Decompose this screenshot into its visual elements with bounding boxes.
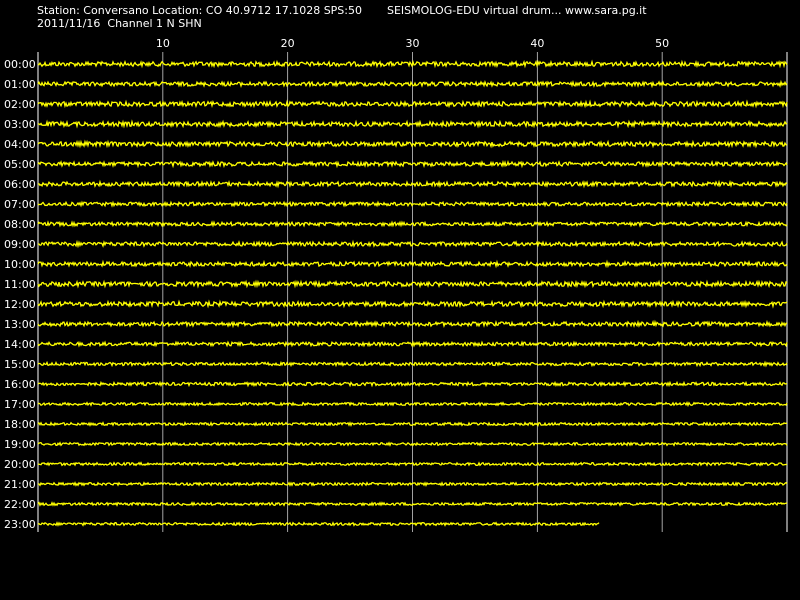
row-time-label: 18:00 — [4, 418, 36, 431]
trace-line — [37, 59, 788, 69]
trace-line — [37, 99, 788, 109]
row-time-label: 05:00 — [4, 158, 36, 171]
app-title: SEISMOLOG-EDU virtual drum... www.sara.p… — [387, 4, 647, 17]
row-time-label: 17:00 — [4, 398, 36, 411]
x-tick-label: 30 — [406, 37, 420, 50]
row-time-label: 14:00 — [4, 338, 36, 351]
trace-line — [37, 259, 788, 269]
trace-line — [38, 239, 788, 249]
row-time-label: 00:00 — [4, 58, 36, 71]
trace-line — [37, 340, 788, 348]
trace-line — [37, 139, 787, 149]
row-time-label: 22:00 — [4, 498, 36, 511]
trace-line — [37, 521, 600, 527]
row-time-label: 03:00 — [4, 118, 36, 131]
row-time-label: 01:00 — [4, 78, 36, 91]
row-time-label: 07:00 — [4, 198, 36, 211]
row-time-label: 10:00 — [4, 258, 36, 271]
row-time-label: 16:00 — [4, 378, 36, 391]
trace-line — [37, 380, 788, 388]
x-tick-label: 40 — [530, 37, 544, 50]
trace-line — [37, 501, 788, 507]
station-info: Station: Conversano Location: CO 40.9712… — [37, 4, 362, 17]
trace-line — [37, 159, 788, 169]
row-time-label: 21:00 — [4, 478, 36, 491]
trace-line — [37, 441, 788, 447]
trace-line — [37, 179, 788, 189]
row-time-label: 11:00 — [4, 278, 36, 291]
trace-line — [37, 401, 788, 408]
trace-line — [37, 119, 788, 129]
trace-line — [37, 319, 788, 329]
date-channel-info: 2011/11/16 Channel 1 N SHN — [37, 17, 202, 30]
trace-line — [37, 200, 788, 208]
row-time-label: 15:00 — [4, 358, 36, 371]
row-time-label: 06:00 — [4, 178, 36, 191]
x-tick-label: 50 — [655, 37, 669, 50]
trace-line — [37, 279, 788, 289]
trace-line — [37, 461, 788, 467]
trace-line — [37, 299, 788, 309]
row-time-label: 23:00 — [4, 518, 36, 531]
trace-line — [37, 481, 788, 487]
row-time-label: 13:00 — [4, 318, 36, 331]
trace-line — [37, 360, 788, 368]
x-tick-label: 20 — [281, 37, 295, 50]
trace-line — [37, 79, 788, 89]
trace-line — [37, 220, 788, 228]
row-time-label: 09:00 — [4, 238, 36, 251]
row-time-label: 12:00 — [4, 298, 36, 311]
row-time-label: 20:00 — [4, 458, 36, 471]
row-time-label: 02:00 — [4, 98, 36, 111]
row-time-label: 19:00 — [4, 438, 36, 451]
row-time-label: 08:00 — [4, 218, 36, 231]
row-time-label: 04:00 — [4, 138, 36, 151]
x-tick-label: 10 — [156, 37, 170, 50]
trace-line — [37, 420, 788, 427]
